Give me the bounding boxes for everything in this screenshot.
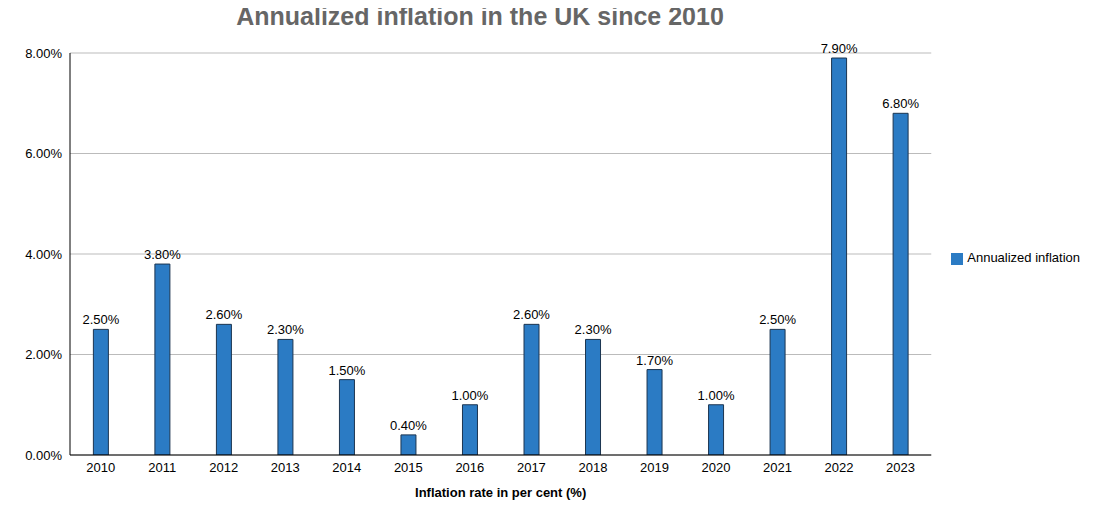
svg-text:2.60%: 2.60% <box>205 307 242 322</box>
svg-text:7.90%: 7.90% <box>821 41 858 56</box>
svg-text:2011: 2011 <box>148 460 176 475</box>
html-text:Annualized inflation in the UK: Annualized inflation in the UK since 201… <box>236 2 724 30</box>
svg-text:2010: 2010 <box>86 460 115 475</box>
svg-text:1.50%: 1.50% <box>329 363 366 378</box>
svg-text:0.40%: 0.40% <box>390 418 427 433</box>
svg-text:8.00%: 8.00% <box>25 46 62 61</box>
svg-text:2019: 2019 <box>640 460 669 475</box>
svg-text:2.60%: 2.60% <box>513 307 550 322</box>
svg-text:2023: 2023 <box>886 460 915 475</box>
svg-text:3.80%: 3.80% <box>144 247 181 262</box>
svg-text:0.00%: 0.00% <box>25 448 62 463</box>
svg-text:2.50%: 2.50% <box>82 312 119 327</box>
svg-text:1.00%: 1.00% <box>452 388 489 403</box>
svg-text:2013: 2013 <box>271 460 300 475</box>
svg-text:1.70%: 1.70% <box>636 353 673 368</box>
svg-text:2.00%: 2.00% <box>25 347 62 362</box>
svg-text:2015: 2015 <box>394 460 423 475</box>
svg-text:2021: 2021 <box>763 460 792 475</box>
svg-text:2.50%: 2.50% <box>759 312 796 327</box>
svg-text:2020: 2020 <box>701 460 730 475</box>
svg-text:2016: 2016 <box>455 460 484 475</box>
svg-text:2018: 2018 <box>578 460 607 475</box>
svg-text:1.00%: 1.00% <box>698 388 735 403</box>
svg-text:6.00%: 6.00% <box>25 146 62 161</box>
svg-text:2.30%: 2.30% <box>575 322 612 337</box>
svg-text:6.80%: 6.80% <box>882 96 919 111</box>
svg-text:2014: 2014 <box>332 460 361 475</box>
svg-text:2.30%: 2.30% <box>267 322 304 337</box>
svg-text:2017: 2017 <box>517 460 546 475</box>
svg-text:2022: 2022 <box>825 460 854 475</box>
svg-text:2012: 2012 <box>209 460 238 475</box>
html-text:Annualized inflation: Annualized inflation <box>967 250 1080 265</box>
svg-text:4.00%: 4.00% <box>25 247 62 262</box>
svg-text:Inflation rate in per cent (%): Inflation rate in per cent (%) <box>415 485 586 500</box>
